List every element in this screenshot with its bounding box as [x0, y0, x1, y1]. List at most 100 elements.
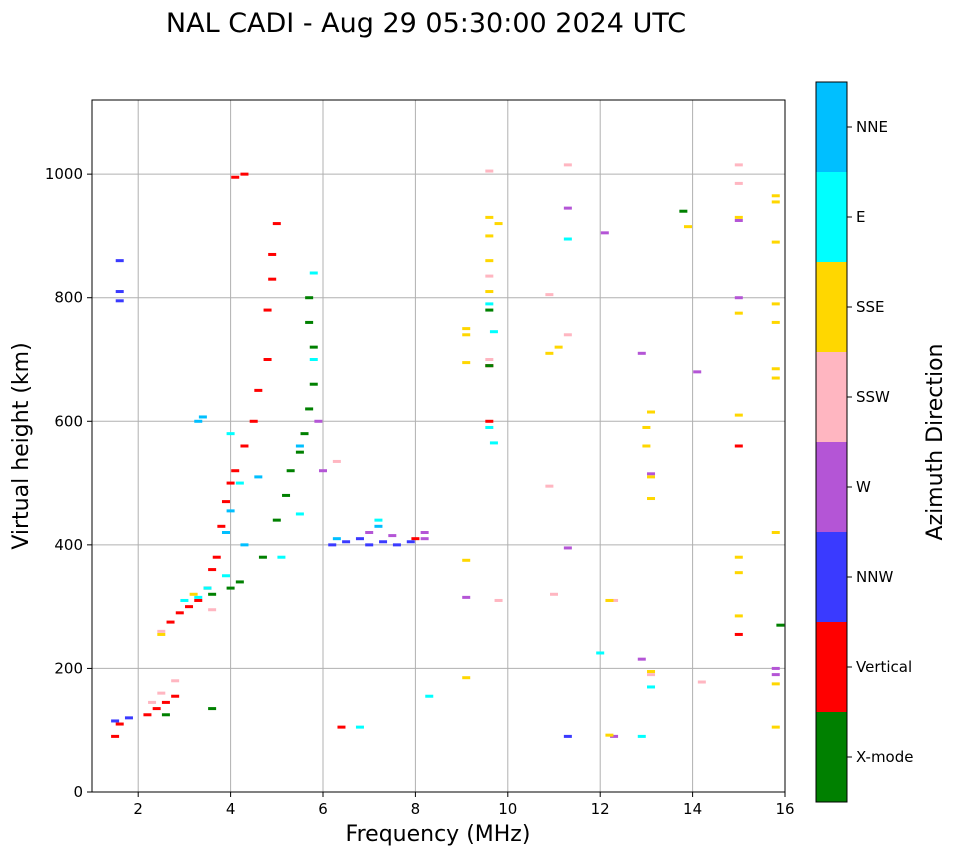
- data-point-vertical: [185, 605, 194, 609]
- data-point-vertical: [217, 524, 226, 528]
- data-point-sse: [605, 733, 614, 737]
- data-point-sse: [462, 333, 471, 337]
- data-point-e: [485, 425, 494, 429]
- data-point-x-mode: [309, 345, 318, 349]
- colorbar-frame: [815, 81, 848, 803]
- data-point-vertical: [152, 707, 161, 711]
- colorbar-segment-x-mode: [816, 712, 847, 802]
- data-point-sse: [485, 290, 494, 294]
- data-point-ssw: [485, 358, 494, 361]
- plot-frame: [91, 99, 786, 793]
- colorbar-label: SSE: [856, 298, 885, 316]
- data-point-sse: [771, 194, 780, 198]
- data-point-vertical: [175, 611, 184, 615]
- data-point-x-mode: [258, 555, 267, 559]
- data-point-vertical: [208, 568, 217, 572]
- x-tick-label: 16: [775, 800, 794, 818]
- colorbar-label: NNE: [856, 118, 888, 136]
- y-axis-label: Virtual height (km): [9, 342, 34, 549]
- data-point-ssw: [550, 592, 558, 596]
- data-point-e: [489, 441, 498, 445]
- colorbar-segment-w: [816, 442, 847, 532]
- data-point-vertical: [231, 175, 240, 179]
- data-point-x-mode: [161, 713, 170, 717]
- data-point-vertical: [143, 713, 152, 717]
- data-point-x-mode: [776, 623, 785, 627]
- data-point-e: [235, 481, 244, 485]
- data-point-w: [563, 206, 572, 210]
- data-point-sse: [734, 555, 743, 559]
- data-point-w: [693, 370, 702, 374]
- data-point-sse: [771, 376, 780, 380]
- colorbar-title: Azimuth Direction: [923, 343, 948, 540]
- data-point-vertical: [734, 444, 743, 448]
- data-point-nnw: [563, 734, 572, 738]
- x-tick-label: 8: [411, 800, 421, 818]
- data-point-ssw: [563, 163, 572, 167]
- data-point-e: [485, 302, 494, 306]
- data-point-ssw: [734, 181, 743, 185]
- data-point-ssw: [208, 608, 217, 612]
- colorbar-label: Vertical: [856, 658, 912, 676]
- data-point-ssw: [171, 679, 180, 683]
- data-point-sse: [485, 215, 494, 219]
- data-point-sse: [771, 320, 780, 324]
- data-point-vertical: [171, 694, 180, 698]
- data-point-sse: [462, 558, 471, 562]
- data-point-e: [203, 586, 212, 590]
- data-point-ssw: [485, 169, 494, 173]
- data-point-sse: [771, 682, 780, 686]
- data-point-w: [610, 734, 619, 738]
- data-point-ssw: [494, 598, 503, 602]
- data-point-w: [365, 531, 374, 534]
- data-point-ssw: [332, 459, 341, 463]
- data-point-ssw: [545, 293, 554, 297]
- x-tick-label: 6: [318, 800, 328, 818]
- data-point-vertical: [734, 632, 743, 636]
- data-point-nne: [194, 419, 203, 423]
- data-point-w: [637, 657, 646, 661]
- data-point-e: [596, 651, 605, 655]
- data-point-nnw: [115, 299, 124, 303]
- x-tick-label: 12: [591, 800, 610, 818]
- data-point-x-mode: [305, 320, 314, 324]
- colorbar-label: W: [856, 478, 871, 496]
- data-point-x-mode: [295, 450, 304, 454]
- data-point-nnw: [355, 537, 364, 541]
- x-axis-label: Frequency (MHz): [346, 822, 531, 847]
- data-point-vertical: [240, 444, 249, 448]
- data-point-ssw: [148, 700, 157, 704]
- data-point-nnw: [406, 540, 415, 544]
- data-point-sse: [485, 259, 494, 263]
- data-point-e: [180, 598, 189, 602]
- data-point-x-mode: [282, 493, 291, 497]
- data-point-nnw: [365, 543, 374, 547]
- data-point-nnw: [124, 716, 133, 720]
- data-point-vertical: [268, 277, 277, 281]
- colorbar-label: X-mode: [856, 748, 913, 766]
- data-point-ssw: [545, 484, 554, 488]
- colorbar-label: SSW: [856, 388, 890, 406]
- data-point-sse: [605, 598, 614, 602]
- y-tick-label: 800: [54, 289, 83, 307]
- data-point-sse: [647, 475, 656, 479]
- data-point-nne: [254, 475, 263, 479]
- x-tick-label: 10: [498, 800, 517, 818]
- data-point-sse: [647, 410, 656, 414]
- data-point-vertical: [263, 308, 272, 312]
- data-point-sse: [734, 614, 743, 618]
- data-point-vertical: [249, 419, 258, 423]
- colorbar-segment-nne: [816, 82, 847, 172]
- data-point-sse: [554, 345, 563, 349]
- data-point-e: [295, 512, 304, 516]
- data-point-sse: [683, 225, 692, 229]
- data-point-sse: [771, 367, 780, 371]
- data-point-x-mode: [309, 382, 318, 386]
- data-point-w: [600, 231, 609, 235]
- data-point-sse: [771, 725, 780, 729]
- colorbar-segment-e: [816, 172, 847, 262]
- data-point-nnw: [379, 540, 388, 544]
- data-point-e: [374, 518, 383, 522]
- data-point-vertical: [337, 725, 346, 729]
- data-point-w: [771, 673, 780, 677]
